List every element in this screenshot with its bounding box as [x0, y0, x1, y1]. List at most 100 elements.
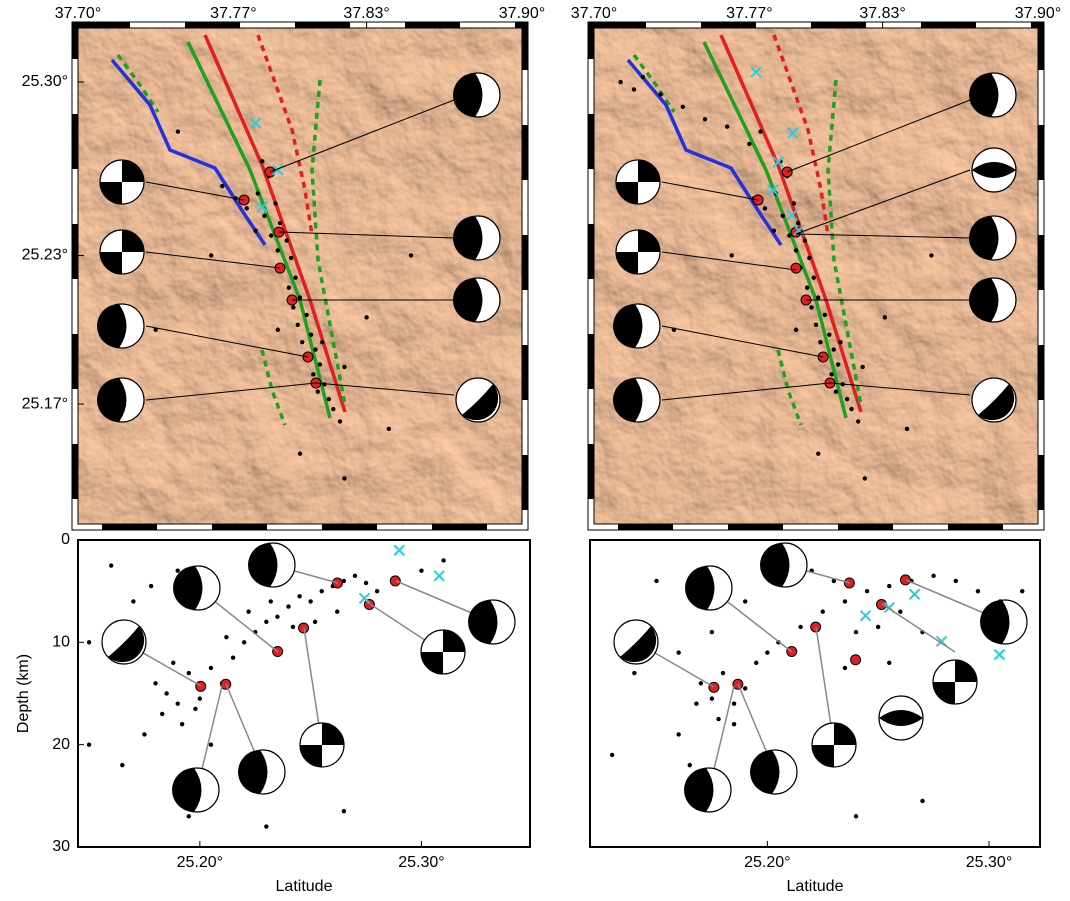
seismic-dot — [320, 589, 324, 593]
beachball — [972, 378, 1016, 422]
seismic-dot — [805, 285, 809, 289]
seismic-dot — [313, 620, 317, 624]
beachball — [613, 304, 660, 348]
seismic-dot — [898, 609, 902, 613]
seismic-dot — [342, 476, 346, 480]
seismic-dot — [331, 407, 335, 411]
beachball — [100, 160, 144, 204]
connector — [882, 604, 955, 652]
seismic-dot — [313, 347, 317, 351]
beachball — [879, 696, 923, 740]
seismic-dot — [131, 599, 135, 603]
seismic-dot — [772, 228, 776, 232]
seismic-dot — [273, 201, 277, 205]
beachball — [685, 566, 732, 610]
seismic-dot — [176, 569, 180, 573]
seismic-dot — [754, 661, 758, 665]
beachball — [468, 600, 515, 644]
seismic-dot — [694, 702, 698, 706]
seismic-dot — [264, 824, 268, 828]
seismic-dot — [276, 328, 280, 332]
seismic-dot — [316, 390, 320, 394]
seismic-dot — [209, 666, 213, 670]
event-marker — [390, 576, 400, 586]
seismic-dot — [954, 579, 958, 583]
seismic-dot — [269, 233, 273, 237]
x-tick-label: 37.83° — [859, 5, 905, 22]
seismic-dot — [632, 87, 636, 91]
y-tick-label: 25.17° — [22, 395, 68, 412]
seismic-dot — [298, 451, 302, 455]
seismic-dot — [320, 340, 324, 344]
beachball — [969, 73, 1016, 117]
seismic-dot — [710, 696, 714, 700]
seismic-dot — [843, 666, 847, 670]
seismic-dot — [409, 253, 413, 257]
event-marker — [900, 575, 910, 585]
seismic-dot — [887, 661, 891, 665]
seismic-dot — [699, 681, 703, 685]
seismic-dot — [765, 650, 769, 654]
seismic-dot — [654, 579, 658, 583]
seismic-dot — [976, 589, 980, 593]
y-tick-label: 25.30° — [22, 73, 68, 90]
seismic-dot — [387, 427, 391, 431]
seismic-dot — [245, 206, 249, 210]
beachball — [173, 566, 220, 610]
event-marker — [818, 352, 828, 362]
x-axis-label: Latitude — [787, 878, 844, 895]
beachball — [969, 278, 1016, 322]
seismic-dot — [231, 655, 235, 659]
seismic-dot — [284, 238, 288, 242]
seismic-dot — [676, 650, 680, 654]
seismic-dot — [338, 419, 342, 423]
seismic-dot — [725, 124, 729, 128]
seismic-dot — [809, 305, 813, 309]
seismic-dot — [300, 340, 304, 344]
seismic-dot — [198, 696, 202, 700]
seismic-dot — [905, 427, 909, 431]
x-tick-label: 25.20° — [177, 854, 223, 871]
seismic-dot — [803, 238, 807, 242]
seismic-dot — [876, 625, 880, 629]
seismic-dot — [171, 661, 175, 665]
seismic-dot — [781, 214, 785, 218]
seismic-dot — [818, 340, 822, 344]
seismic-dot — [860, 365, 864, 369]
seismic-dot — [743, 599, 747, 603]
seismic-dot — [863, 476, 867, 480]
beachball — [97, 378, 144, 422]
beachball — [238, 750, 285, 794]
seismic-dot — [887, 584, 891, 588]
x-axis-label: Latitude — [276, 878, 333, 895]
beachball — [972, 148, 1016, 192]
seismic-dot — [929, 253, 933, 257]
seismic-dot — [311, 372, 315, 376]
seismic-dot — [224, 635, 228, 639]
seismic-dot — [209, 253, 213, 257]
x-tick-label: 25.30° — [966, 854, 1012, 871]
seismic-dot — [276, 248, 280, 252]
seismic-dot — [289, 256, 293, 260]
seismic-dot — [843, 599, 847, 603]
seismic-dot — [264, 620, 268, 624]
x-tick-label: 37.70° — [55, 5, 101, 22]
seismic-dot — [794, 248, 798, 252]
seismic-dot — [246, 609, 250, 613]
beachball — [933, 660, 977, 704]
seismic-dot — [275, 615, 279, 619]
seismic-dot — [681, 105, 685, 109]
seismic-dot — [832, 347, 836, 351]
seismic-dot — [187, 671, 191, 675]
seismic-dot — [176, 702, 180, 706]
seismic-dot — [160, 712, 164, 716]
y-tick-label: 30 — [52, 838, 70, 855]
y-tick-label: 20 — [52, 736, 70, 753]
seismic-dot — [109, 563, 113, 567]
seismic-dot — [688, 763, 692, 767]
seismic-dot — [278, 221, 282, 225]
seismic-dot — [821, 609, 825, 613]
seismic-dot — [419, 569, 423, 573]
beachball — [980, 600, 1027, 644]
event-marker — [709, 682, 719, 692]
